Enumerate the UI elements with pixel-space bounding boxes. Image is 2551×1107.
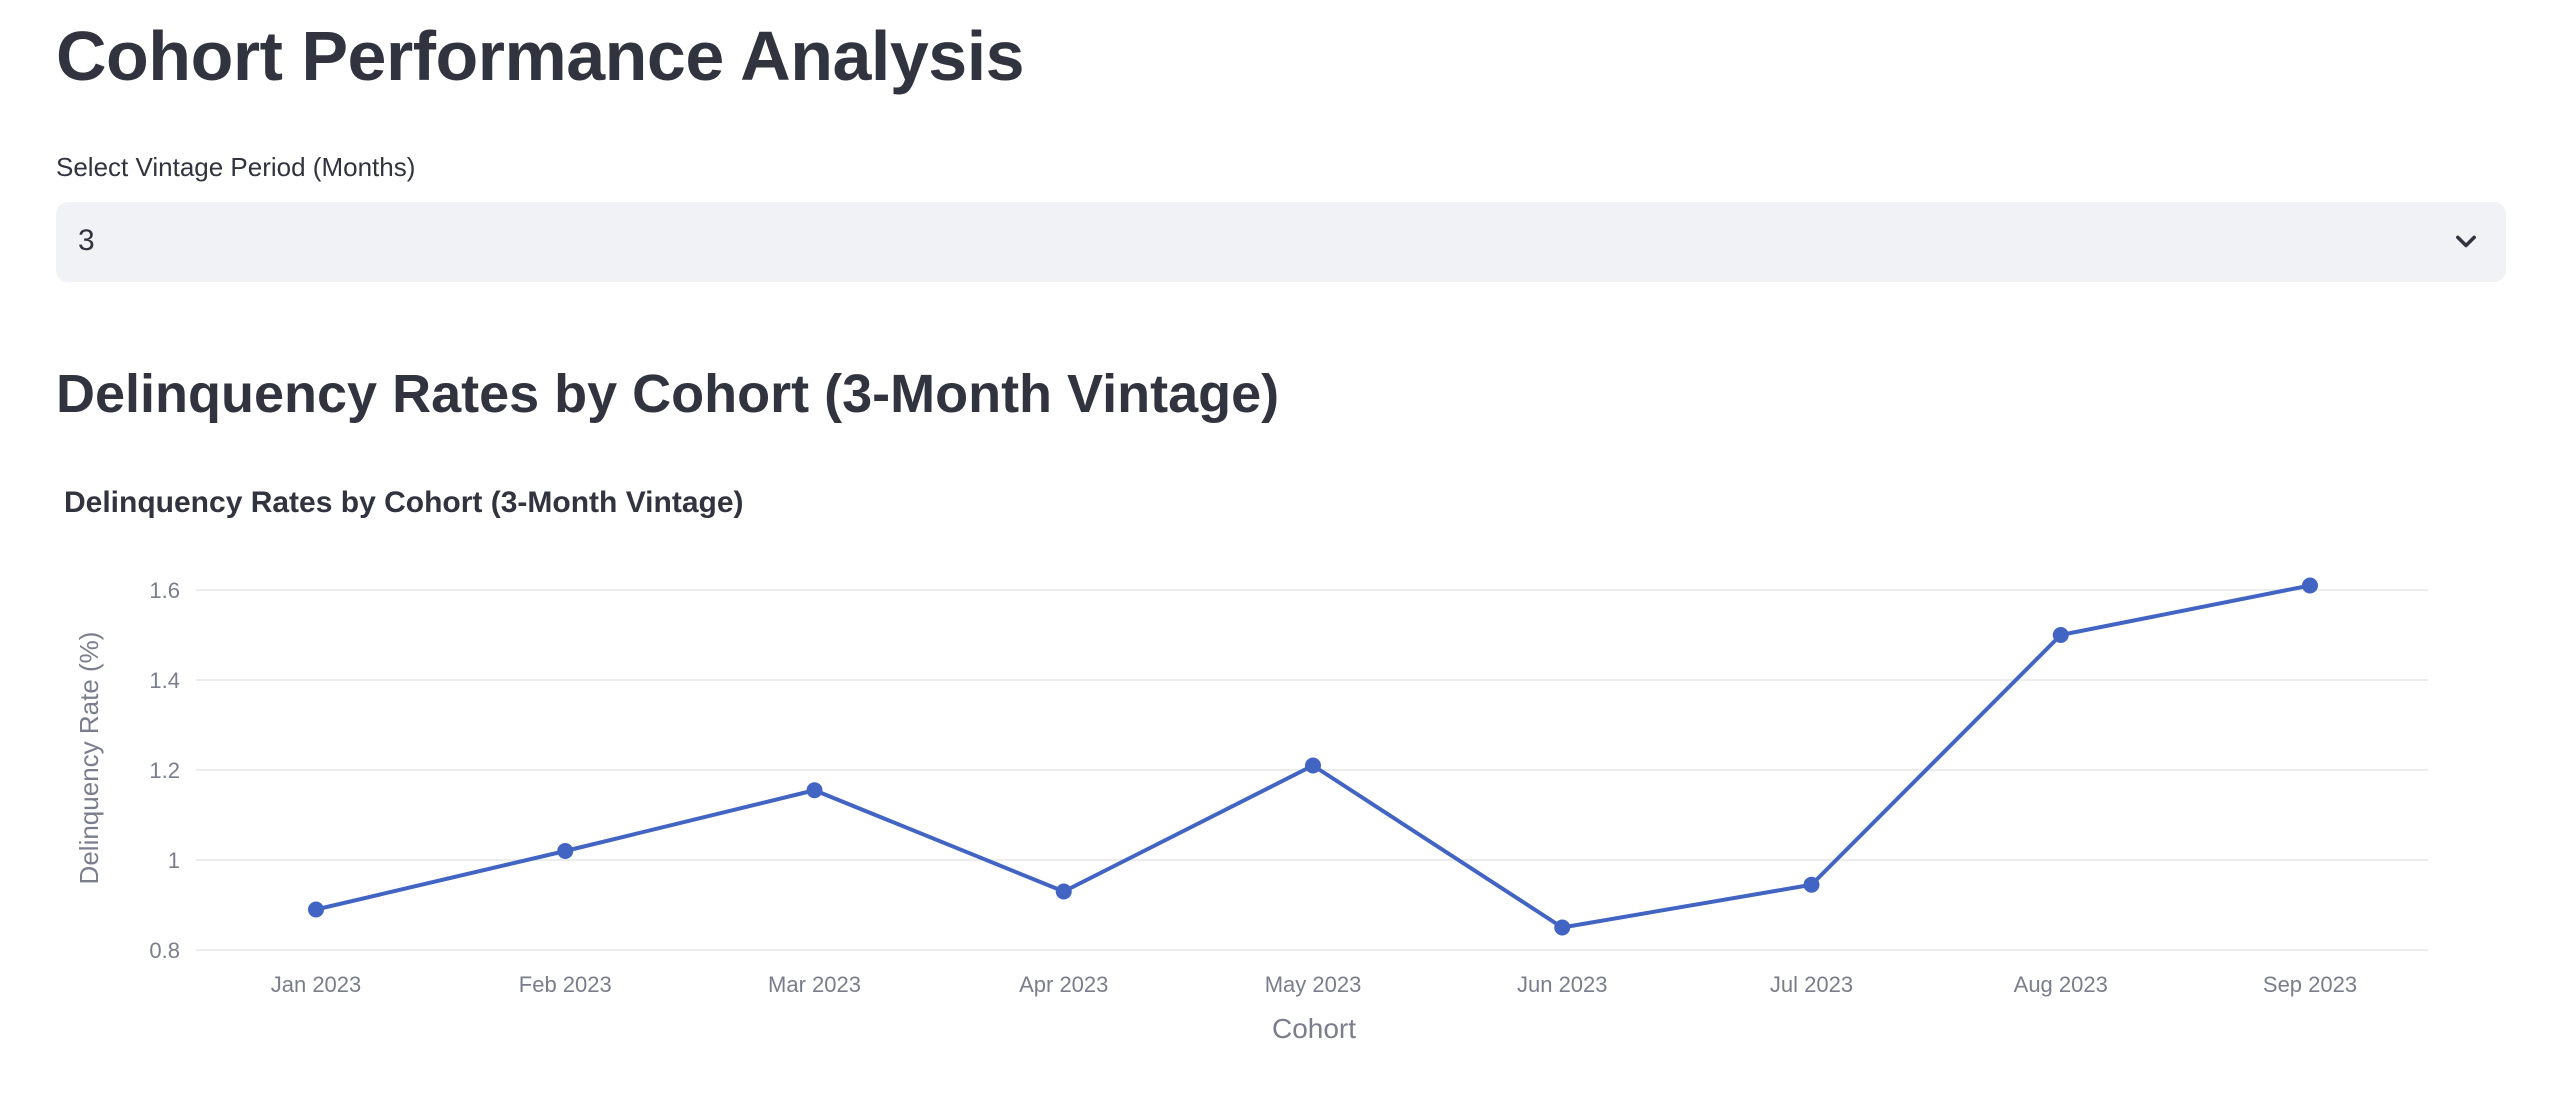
x-tick-label: Jan 2023	[271, 972, 362, 997]
data-point-aug-2023[interactable]	[2052, 627, 2069, 643]
data-point-mar-2023[interactable]	[806, 782, 823, 799]
x-tick-label: May 2023	[1265, 972, 1362, 997]
chevron-down-icon	[2456, 235, 2476, 248]
x-tick-labels: Jan 2023 Feb 2023 Mar 2023 Apr 2023 May 2023…	[271, 972, 2357, 997]
x-tick-label: Sep 2023	[2263, 972, 2357, 997]
y-tick-label: 1.6	[149, 578, 180, 603]
data-points	[308, 577, 2318, 936]
data-point-jan-2023[interactable]	[308, 901, 324, 918]
data-point-sep-2023[interactable]	[2302, 577, 2318, 594]
vintage-period-select[interactable]: 3	[56, 202, 2506, 282]
series-line-layer	[315, 583, 2311, 930]
data-point-apr-2023[interactable]	[1055, 883, 1072, 900]
section-title: Delinquency Rates by Cohort (3-Month Vin…	[56, 364, 1280, 424]
x-axis-title: Cohort	[1272, 1013, 1356, 1044]
data-point-feb-2023[interactable]	[557, 843, 574, 859]
delinquency-chart: Delinquency Rates by Cohort (3-Month Vin…	[56, 470, 2506, 1070]
vintage-select-value: 3	[78, 224, 95, 257]
x-tick-label: Aug 2023	[2014, 972, 2108, 997]
vintage-select-label: Select Vintage Period (Months)	[56, 152, 416, 182]
y-tick-labels: 0.8 1 1.2 1.4 1.6	[149, 578, 180, 963]
x-tick-label: Jun 2023	[1517, 972, 1608, 997]
y-tick-label: 0.8	[149, 938, 180, 963]
x-tick-label: Jul 2023	[1770, 972, 1853, 997]
data-point-may-2023[interactable]	[1305, 757, 1321, 774]
data-point-jul-2023[interactable]	[1803, 876, 1820, 893]
x-tick-label: Apr 2023	[1019, 972, 1108, 997]
chart-title: Delinquency Rates by Cohort (3-Month Vin…	[64, 486, 744, 519]
page-title: Cohort Performance Analysis	[56, 17, 1025, 95]
y-axis-title: Delinquency Rate (%)	[74, 632, 104, 885]
x-tick-label: Mar 2023	[768, 972, 861, 997]
y-tick-label: 1	[168, 848, 180, 873]
series-line	[315, 583, 2311, 930]
page: Cohort Performance Analysis Select Vinta…	[56, 0, 2506, 1107]
x-tick-label: Feb 2023	[519, 972, 612, 997]
data-point-jun-2023[interactable]	[1554, 919, 1571, 936]
y-tick-label: 1.2	[149, 758, 180, 783]
y-tick-label: 1.4	[149, 668, 180, 693]
line-chart-svg: 0.8 1 1.2 1.4 1.6 Jan 2023 Feb 2023 Mar 2023 Ap…	[74, 577, 2428, 1044]
